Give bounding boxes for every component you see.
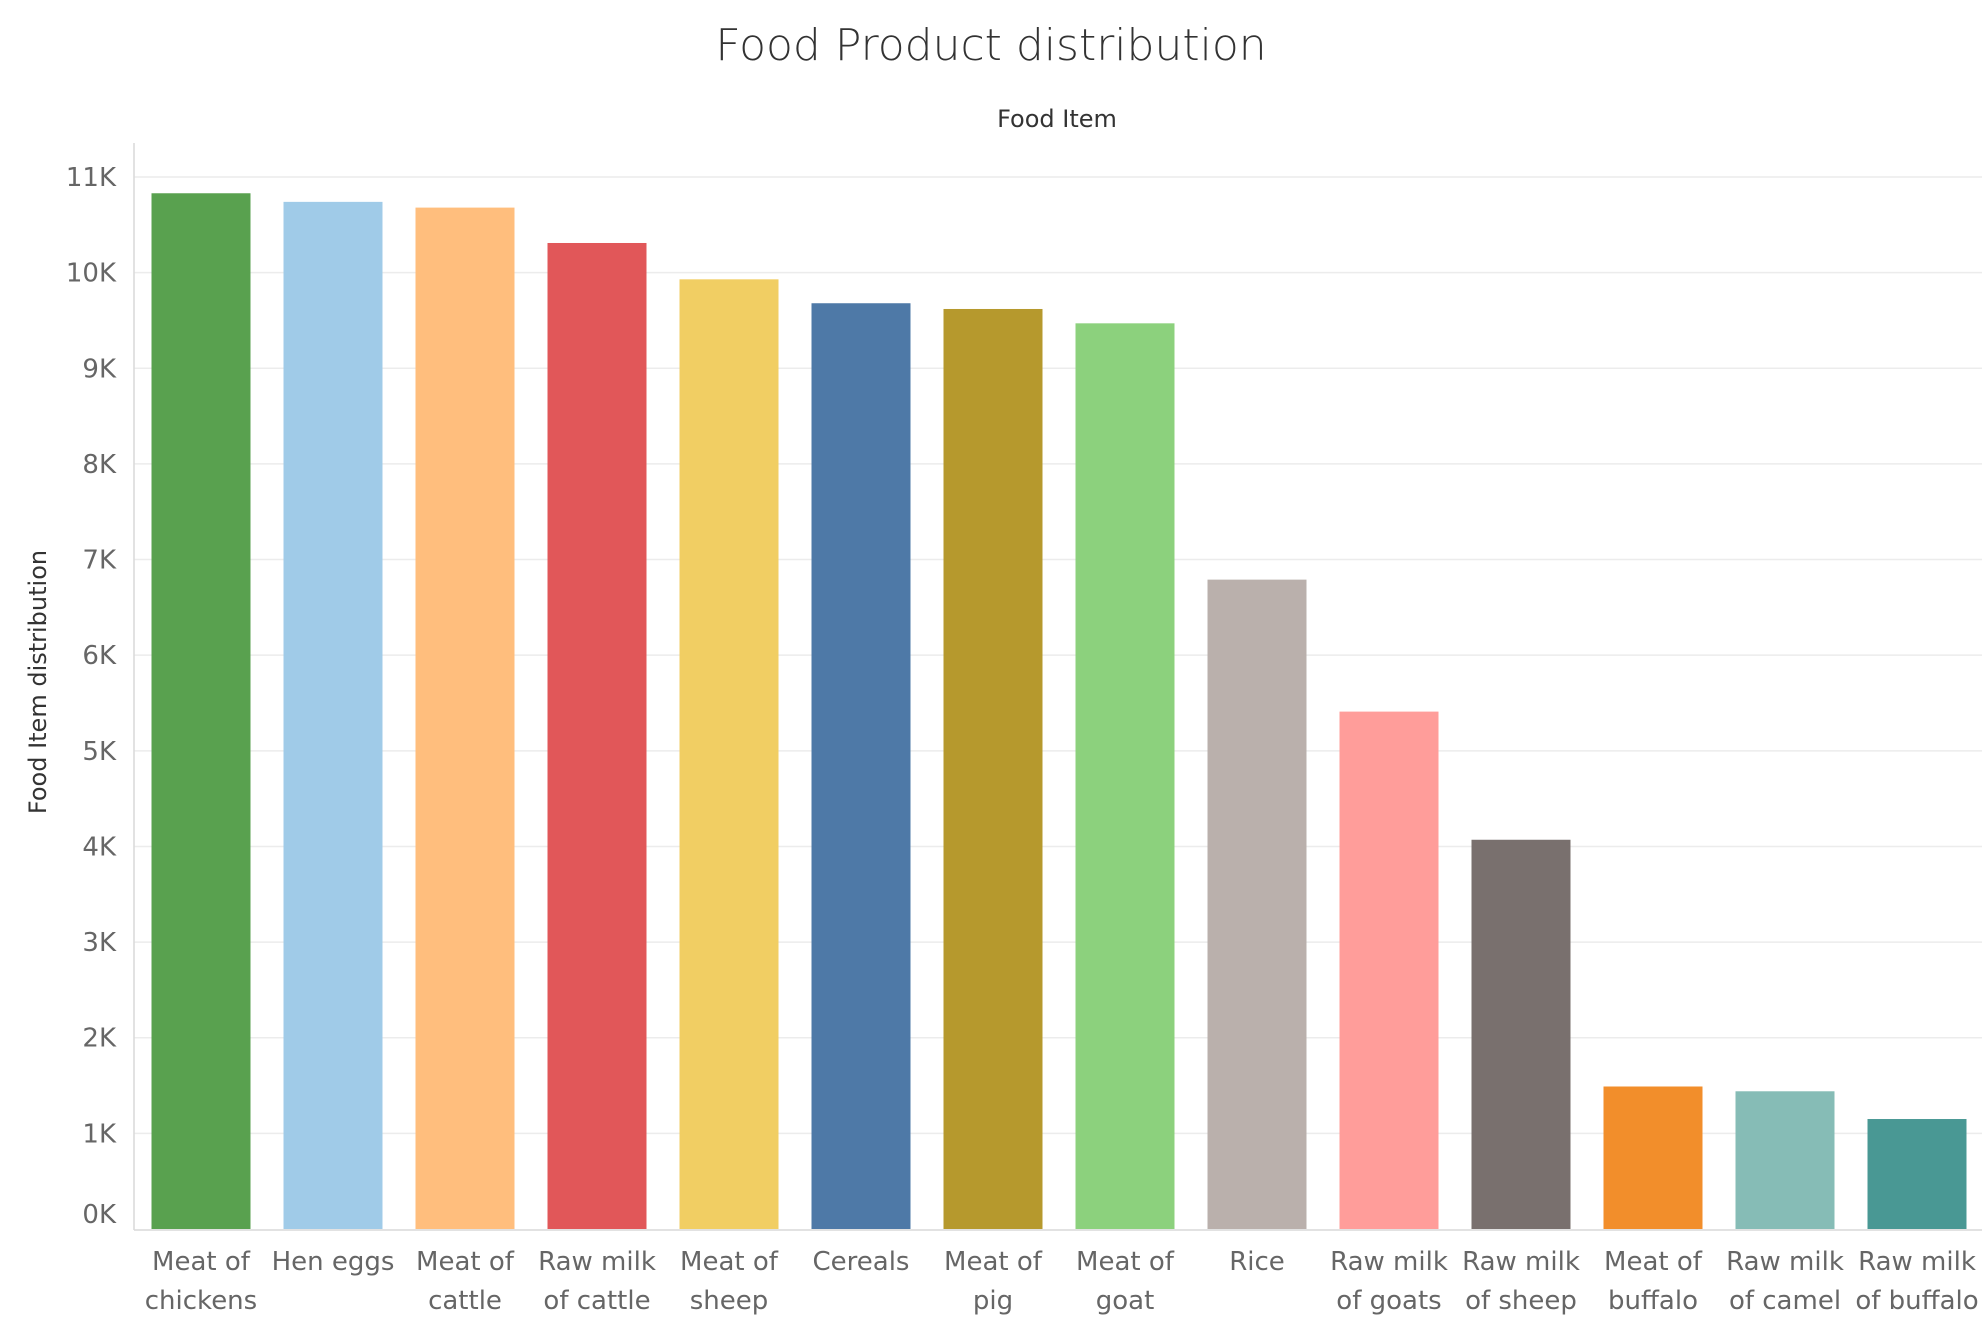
x-tick-label: pig [973,1286,1013,1316]
y-tick-label: 5K [82,737,117,767]
x-tick-label: of buffalo [1855,1286,1978,1316]
x-tick-label: of goats [1336,1286,1441,1316]
x-tick-label: Raw milk [1462,1247,1580,1277]
bar[interactable] [415,207,515,1229]
y-tick-label: 11K [66,163,117,193]
x-tick-label: of cattle [543,1286,650,1316]
bar[interactable] [943,308,1043,1230]
x-tick-label: Meat of [152,1247,251,1277]
x-tick-label: Meat of [1604,1247,1703,1277]
bar[interactable] [283,201,383,1229]
y-tick-label: 6K [82,641,117,671]
x-tick-label: Raw milk [1858,1247,1976,1277]
bar[interactable] [151,193,251,1229]
x-tick-label: Meat of [416,1247,515,1277]
bar[interactable] [1735,1091,1835,1229]
x-tick-label: Meat of [680,1247,779,1277]
x-tick-label: Raw milk [538,1247,656,1277]
x-tick-label: goat [1096,1286,1155,1316]
bar[interactable] [1207,579,1307,1229]
x-tick-label: buffalo [1608,1286,1698,1316]
column-header: Food Item [997,105,1117,133]
y-tick-label: 1K [82,1119,117,1149]
y-axis-label: Food Item distribution [24,550,52,814]
y-tick-label: 0K [82,1200,117,1230]
x-tick-label: Meat of [1076,1247,1175,1277]
x-tick-label: of sheep [1465,1286,1577,1316]
bars [151,193,1967,1230]
x-tick-label: Meat of [944,1247,1043,1277]
y-axis-ticks: 0K 1K 2K 3K 4K 5K 6K 7K 8K 9K 10K 11K [66,163,117,1230]
bar[interactable] [1867,1119,1967,1229]
x-axis-ticks: Meat of chickens Hen eggs Meat of cattle Raw … [145,1247,1979,1316]
x-tick-label: Cereals [813,1247,910,1277]
bar[interactable] [1471,839,1571,1229]
bar[interactable] [1603,1086,1703,1229]
y-tick-label: 8K [82,450,117,480]
y-tick-label: 3K [82,928,117,958]
y-tick-label: 9K [82,354,117,384]
x-tick-label: Rice [1229,1247,1285,1277]
bar[interactable] [547,242,647,1230]
chart-title: Food Product distribution [715,20,1266,71]
y-tick-label: 2K [82,1024,117,1054]
y-tick-label: 10K [66,259,117,289]
x-tick-label: cattle [428,1286,502,1316]
gridlines [134,176,1982,1135]
x-tick-label: Hen eggs [272,1247,395,1277]
bar[interactable] [1075,323,1175,1230]
bar[interactable] [1339,711,1439,1229]
bar[interactable] [811,303,911,1229]
x-tick-label: Raw milk [1726,1247,1844,1277]
x-tick-label: Raw milk [1330,1247,1448,1277]
bar[interactable] [679,279,779,1229]
x-tick-label: sheep [690,1286,769,1316]
x-tick-label: chickens [145,1286,257,1316]
x-tick-label: of camel [1729,1286,1841,1316]
y-tick-label: 7K [82,546,117,576]
y-tick-label: 4K [82,832,117,862]
